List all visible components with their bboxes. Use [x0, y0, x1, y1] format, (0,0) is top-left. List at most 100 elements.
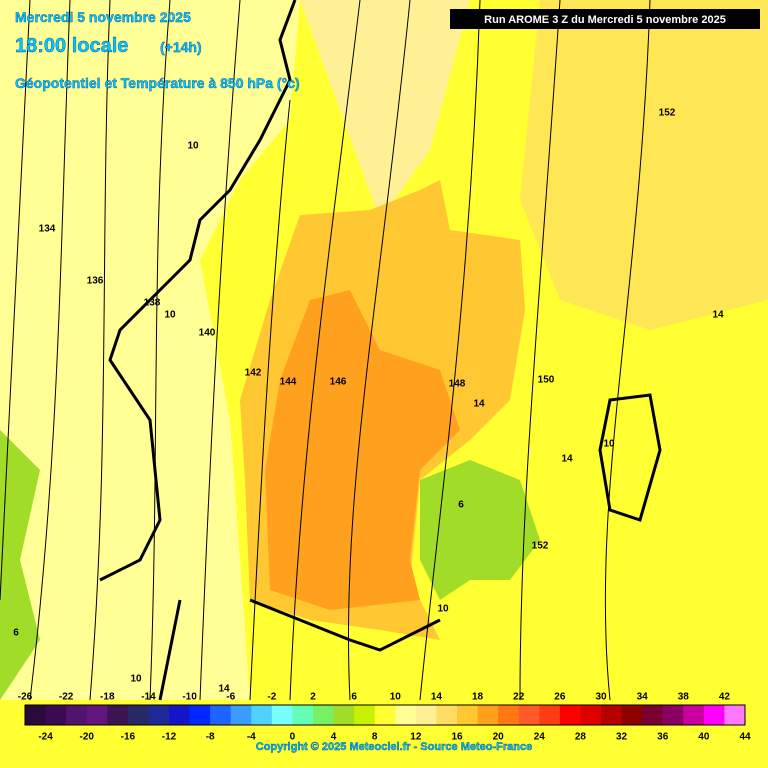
contour-label: 10: [164, 310, 176, 321]
colorbar-label: 14: [431, 692, 443, 703]
colorbar-swatch: [703, 705, 725, 725]
colorbar-label: -8: [206, 732, 215, 743]
contour-label: 142: [245, 368, 262, 379]
colorbar-swatch: [333, 705, 355, 725]
colorbar-label: 12: [410, 732, 422, 743]
colorbar-swatch: [127, 705, 149, 725]
colorbar-label: 16: [451, 732, 463, 743]
contour-label: 136: [87, 276, 104, 287]
contour-label: 10: [437, 604, 449, 615]
colorbar-label: 18: [472, 692, 484, 703]
colorbar-swatch: [559, 705, 581, 725]
contour-label: 144: [280, 377, 297, 388]
cool-zone: [420, 460, 540, 600]
colorbar-swatch: [313, 705, 335, 725]
light-zone: [0, 0, 300, 700]
colorbar-swatch: [415, 705, 437, 725]
colorbar-swatch: [148, 705, 170, 725]
colorbar-swatch: [477, 705, 499, 725]
colorbar-swatch: [86, 705, 108, 725]
colorbar-label: 24: [534, 732, 546, 743]
colorbar-swatch: [580, 705, 602, 725]
colorbar-swatch: [66, 705, 88, 725]
contour-label: 150: [538, 375, 555, 386]
contour-label: 134: [39, 224, 56, 235]
contour-label: 10: [130, 674, 142, 685]
colorbar-label: -20: [79, 732, 94, 743]
colorbar-label: -4: [247, 732, 256, 743]
colorbar-label: -18: [100, 692, 115, 703]
colorbar-label: -2: [267, 692, 276, 703]
colorbar-swatch: [374, 705, 396, 725]
colorbar-swatch: [107, 705, 129, 725]
colorbar-swatch: [539, 705, 561, 725]
colorbar-swatch: [45, 705, 67, 725]
colorbar-swatch: [251, 705, 273, 725]
contour-label: 152: [659, 108, 676, 119]
colorbar-swatch: [621, 705, 643, 725]
field-label: Géopotentiel et Température à 850 hPa (°…: [15, 75, 300, 91]
contour-label: 14: [473, 399, 485, 410]
contour-label: 14: [561, 454, 573, 465]
colorbar-label: 28: [575, 732, 587, 743]
colorbar-swatch: [169, 705, 191, 725]
colorbar-label: -6: [226, 692, 235, 703]
colorbar-swatch: [724, 705, 746, 725]
colorbar-swatch: [189, 705, 211, 725]
run-banner: [450, 9, 760, 29]
colorbar: -26 -22 -18 -14 -10 -6 -2 2 6 10 14 18 22 26 30 34 38 42-…: [18, 692, 751, 743]
warm-zone: [520, 0, 768, 330]
colorbar-label: 10: [390, 692, 402, 703]
contour-label: 14: [218, 684, 230, 695]
contour-label: 140: [199, 328, 216, 339]
coastline: [99, 0, 662, 701]
colorbar-label: -10: [182, 692, 197, 703]
colorbar-label: -12: [162, 732, 177, 743]
island: [600, 390, 660, 520]
contour-label: 10: [187, 141, 199, 152]
colorbar-label: 0: [290, 732, 296, 743]
colorbar-swatch: [292, 705, 314, 725]
contour-label: 10: [603, 439, 615, 450]
hot-zone: [265, 290, 460, 610]
contour-label: 138: [144, 298, 161, 309]
green-zone: [0, 430, 40, 700]
contour-label: 6: [13, 628, 19, 639]
colorbar-swatch: [395, 705, 417, 725]
contour-label: 152: [532, 541, 549, 552]
contour-label: 146: [330, 377, 347, 388]
colorbar-swatch: [354, 705, 376, 725]
date-label: Mercredi 5 novembre 2025: [15, 9, 191, 25]
colorbar-label: 32: [616, 732, 628, 743]
colorbar-label: 30: [595, 692, 607, 703]
colorbar-label: 42: [719, 692, 731, 703]
colorbar-label: -24: [38, 732, 53, 743]
colorbar-swatch: [271, 705, 293, 725]
colorbar-swatch: [25, 705, 47, 725]
colorbar-swatch: [683, 705, 705, 725]
colorbar-frame: [24, 704, 746, 726]
run-label: Run AROME 3 Z du Mercredi 5 novembre 202…: [484, 14, 726, 26]
colorbar-label: 22: [513, 692, 525, 703]
copyright: Copyright © 2025 Meteociel.fr - Source M…: [256, 741, 532, 753]
colorbar-label: 34: [637, 692, 649, 703]
colorbar-swatch: [457, 705, 479, 725]
lead-label: (+14h): [160, 39, 202, 55]
colorbar-label: 40: [698, 732, 710, 743]
light-zone: [300, 0, 470, 220]
colorbar-label: -16: [121, 732, 136, 743]
time-label: 18:00 locale: [15, 35, 128, 57]
colorbar-label: 26: [554, 692, 566, 703]
colorbar-swatch: [230, 705, 252, 725]
colorbar-label: 20: [493, 732, 505, 743]
colorbar-swatch: [518, 705, 540, 725]
colorbar-label: -22: [59, 692, 74, 703]
contour-label: 148: [449, 379, 466, 390]
colorbar-label: 6: [351, 692, 357, 703]
colorbar-label: 8: [372, 732, 378, 743]
colorbar-swatch: [642, 705, 664, 725]
colorbar-swatch: [210, 705, 232, 725]
colorbar-label: 4: [331, 732, 337, 743]
colorbar-swatch: [662, 705, 684, 725]
colorbar-label: -26: [18, 692, 33, 703]
